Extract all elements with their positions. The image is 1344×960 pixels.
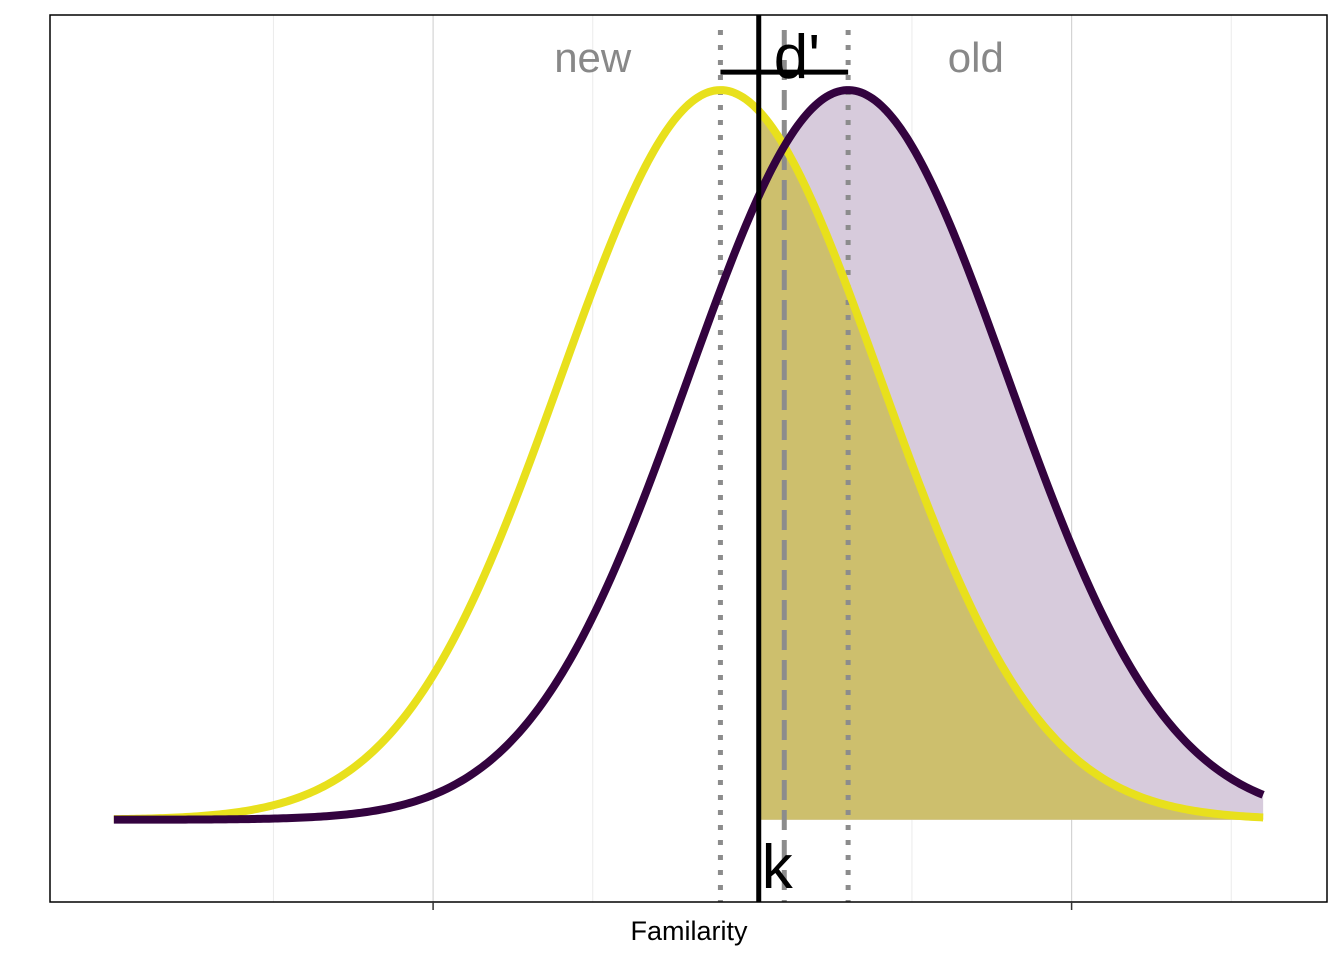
new-false-alarm-fill [758, 110, 1264, 820]
panel-border [49, 14, 1328, 903]
old-distribution-curve [113, 86, 1265, 824]
criterion-k-label: k [762, 833, 794, 902]
dprime-label: d' [774, 23, 820, 92]
new-distribution-curve [113, 86, 1264, 824]
x-axis-title: Familarity [630, 916, 748, 946]
old-label: old [948, 34, 1004, 81]
x-axis-ticks [432, 902, 1073, 910]
new-label: new [554, 34, 632, 81]
